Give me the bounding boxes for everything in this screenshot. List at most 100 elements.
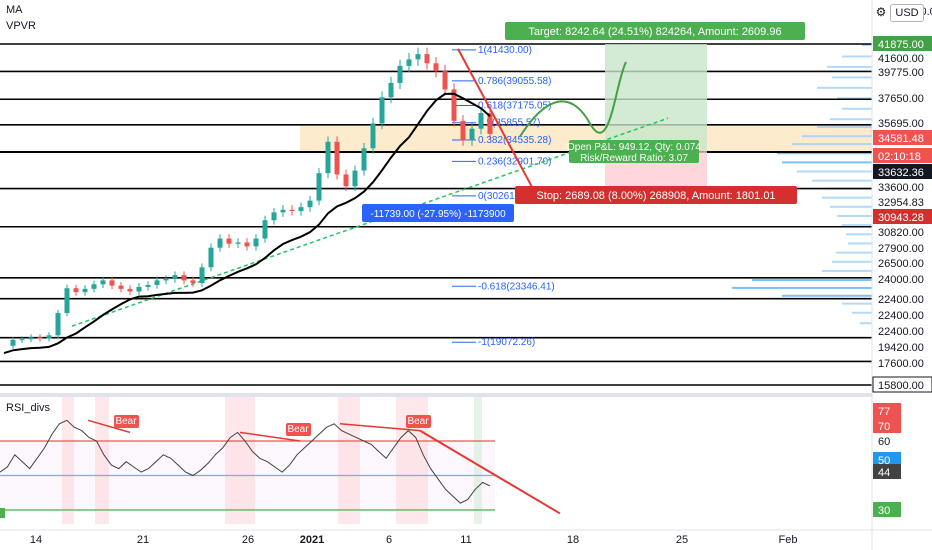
rsi-divergence-line: [339, 423, 421, 432]
indicator-ma-label[interactable]: MA: [6, 4, 23, 16]
candle-body: [370, 123, 376, 149]
vpvr-bar: [837, 97, 872, 100]
price-axis-tag: [873, 164, 932, 179]
candle-body: [352, 170, 358, 187]
price-axis-label: 30943.28: [878, 212, 924, 224]
candle-body: [19, 339, 25, 341]
price-axis-label: 27900.00: [878, 243, 924, 255]
vpvr-bar: [817, 126, 872, 129]
vpvr-bar: [837, 214, 872, 217]
price-axis-tag: [873, 36, 932, 51]
time-axis-label: 26: [242, 534, 254, 546]
vpvr-bar: [830, 118, 872, 121]
candle-body: [406, 59, 412, 66]
price-axis-tag: [873, 130, 932, 145]
price-axis-label: 15800.00: [878, 380, 924, 392]
candle-body: [307, 200, 313, 208]
pane-separator: [0, 393, 932, 397]
rsi-divergence-line: [87, 419, 131, 434]
candle-body: [37, 337, 43, 339]
range-measure-label: -11739.00 (-27.95%) -1173900: [370, 209, 506, 220]
vpvr-bar: [832, 76, 872, 79]
candle-body: [487, 112, 493, 134]
price-axis-label: 24000.00: [878, 274, 924, 286]
rsi-axis-label: 30: [878, 505, 890, 517]
vpvr-bar: [852, 311, 872, 314]
vpvr-bar: [777, 152, 872, 155]
rsi-divergence-line: [419, 429, 561, 515]
candle-body: [424, 54, 430, 64]
vpvr-bar: [862, 44, 872, 46]
candle-body: [244, 242, 250, 247]
candle-body: [73, 288, 79, 293]
candle-body: [145, 284, 151, 287]
candle-body: [64, 288, 70, 314]
price-axis-label: 33632.36: [878, 167, 924, 179]
price-axis-tag: [873, 148, 932, 163]
candle-body: [433, 63, 439, 72]
candle-body: [388, 82, 394, 98]
candle-body: [28, 337, 34, 340]
rsi-left-marker: [0, 508, 5, 518]
time-axis-label: 18: [567, 534, 579, 546]
candle-body: [469, 128, 475, 141]
time-axis-label: Feb: [779, 534, 798, 546]
candle-body: [208, 247, 214, 268]
rsi-axis-tag: [873, 452, 901, 467]
rsi-axis-label: 70: [878, 421, 890, 433]
rsi-axis-label: 77: [878, 406, 890, 418]
price-axis-label: 02:10:18: [878, 151, 921, 163]
candle-body: [460, 120, 466, 141]
currency-selector[interactable]: USD: [890, 4, 924, 22]
candle-body: [361, 148, 367, 171]
stop-label-box: [515, 186, 797, 204]
range-measure-box: [362, 204, 514, 222]
price-axis-label: 34581.48: [878, 133, 924, 145]
gear-icon[interactable]: ⚙: [875, 5, 887, 19]
vpvr-bar: [836, 251, 872, 254]
candle-body: [217, 238, 223, 248]
fib-level-label: 0.786(39055.58): [478, 76, 551, 87]
moving-average-line: [3, 92, 491, 355]
candle-body: [253, 238, 259, 247]
candle-body: [442, 71, 448, 90]
rsi-axis-label: 60: [878, 436, 890, 448]
downtrend-line: [457, 48, 541, 203]
rsi-highlight: [474, 397, 482, 524]
vpvr-bar: [848, 242, 872, 245]
time-axis-label: 14: [30, 534, 42, 546]
candle-body: [181, 275, 187, 281]
rsi-highlight: [95, 397, 109, 524]
candle-body: [10, 339, 16, 346]
candle-body: [136, 286, 142, 292]
vpvr-bar: [817, 86, 872, 89]
rsi-divergence-line: [239, 431, 301, 442]
indicator-vpvr-label[interactable]: VPVR: [6, 20, 36, 32]
vpvr-bar: [752, 279, 872, 282]
rsi-highlight: [338, 397, 360, 524]
price-axis-label: 26500.00: [878, 258, 924, 270]
candle-body: [280, 209, 286, 213]
vpvr-bar: [782, 161, 872, 164]
candle-body: [154, 280, 160, 285]
candle-body: [109, 280, 115, 286]
vpvr-bar: [782, 294, 872, 297]
bear-badge: [286, 423, 311, 436]
rsi-title: RSI_divs: [6, 402, 51, 414]
rsi-line: [0, 419, 491, 504]
time-axis-label: 11: [460, 534, 471, 546]
price-axis-label: 41875.00: [878, 39, 924, 51]
target-label-box: [505, 22, 805, 40]
vpvr-bar: [792, 143, 872, 146]
candle-body: [190, 280, 196, 283]
candle-body: [235, 242, 241, 244]
candle-body: [46, 335, 52, 339]
rsi-axis-tag: [873, 418, 901, 433]
candle-body: [100, 280, 106, 285]
bear-badge: [406, 415, 431, 428]
fib-level-label: 0.618(37175.05): [478, 100, 551, 111]
candle-body: [262, 220, 268, 239]
rsi-axis-tag: [873, 403, 901, 418]
price-axis-label: 22400.00: [878, 326, 924, 338]
